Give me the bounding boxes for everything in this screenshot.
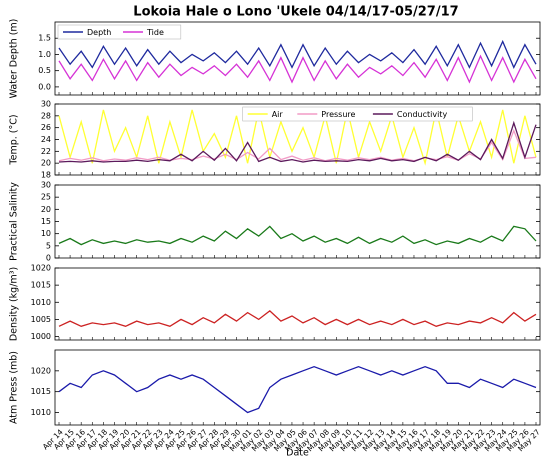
data-line xyxy=(58,39,537,69)
chart-title: Lokoia Hale o Lono 'Ukele 04/14/17-05/27… xyxy=(133,5,458,20)
y-tick-label: 20 xyxy=(41,159,51,168)
legend-box xyxy=(242,106,473,122)
x-axis-label: Date xyxy=(286,448,309,459)
y-tick-label: 10 xyxy=(41,229,51,238)
data-line xyxy=(58,366,537,414)
y-axis-label: Temp. (°C) xyxy=(9,114,20,165)
y-tick-label: 1010 xyxy=(31,408,51,417)
legend-box xyxy=(57,24,182,40)
data-line xyxy=(58,120,537,163)
y-tick-label: 1015 xyxy=(31,387,51,396)
legend-label: Conductivity xyxy=(397,110,448,119)
data-line xyxy=(58,225,537,246)
y-tick-label: 22 xyxy=(41,147,51,156)
y-axis-label: Density (kg/m³) xyxy=(9,267,20,341)
legend-label: Tide xyxy=(146,28,164,37)
data-line xyxy=(58,310,537,328)
legend-label: Pressure xyxy=(321,110,355,119)
y-tick-label: 0 xyxy=(46,254,51,263)
y-tick-label: 1.0 xyxy=(38,50,51,59)
legend-label: Depth xyxy=(87,28,111,37)
legend-label: Air xyxy=(272,110,284,119)
y-tick-label: 30 xyxy=(41,181,51,190)
y-tick-label: 1020 xyxy=(31,264,51,273)
y-tick-label: 25 xyxy=(41,193,51,202)
y-tick-label: 1.5 xyxy=(38,34,51,43)
plot-frame xyxy=(54,267,541,341)
plot-frame xyxy=(54,349,541,426)
y-tick-label: 5 xyxy=(46,241,51,250)
data-line xyxy=(58,109,537,166)
y-tick-label: 1020 xyxy=(31,366,51,375)
plot-frame xyxy=(54,184,541,259)
y-tick-label: 1010 xyxy=(31,298,51,307)
y-tick-label: 0.0 xyxy=(38,82,51,91)
y-tick-label: 15 xyxy=(41,217,51,226)
y-tick-label: 0.5 xyxy=(38,66,51,75)
y-axis-label: Water Depth (m) xyxy=(9,19,20,99)
y-tick-label: 1005 xyxy=(31,315,51,324)
y-tick-label: 24 xyxy=(41,135,51,144)
y-tick-label: 30 xyxy=(41,100,51,109)
y-axis-label: Atm Press (mb) xyxy=(9,351,20,424)
y-tick-label: 1000 xyxy=(31,332,51,341)
data-line xyxy=(58,54,537,84)
y-tick-label: 18 xyxy=(41,171,51,180)
y-tick-label: 28 xyxy=(41,111,51,120)
y-tick-label: 20 xyxy=(41,205,51,214)
y-axis-label: Practical Salinity xyxy=(9,182,20,261)
y-tick-label: 26 xyxy=(41,123,51,132)
y-tick-label: 1015 xyxy=(31,281,51,290)
